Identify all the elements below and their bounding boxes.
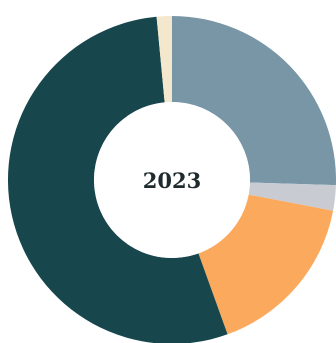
donut-slice-3	[198, 194, 334, 335]
donut-slice-5	[156, 16, 172, 103]
donut-slices	[7, 16, 336, 343]
donut-slice-2	[248, 182, 336, 211]
donut-hole	[94, 102, 250, 258]
center-year-label: 2023	[143, 168, 201, 193]
donut-slice-4	[7, 16, 228, 343]
donut-slice-1	[172, 16, 336, 186]
